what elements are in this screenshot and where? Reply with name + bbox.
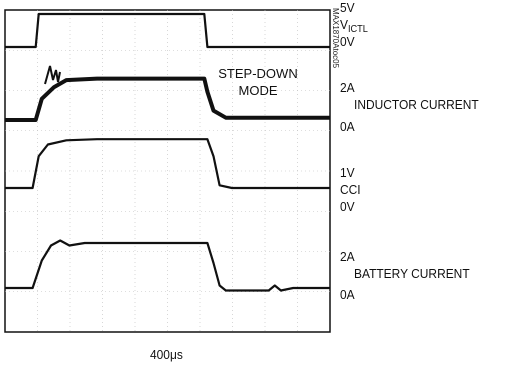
trace-2-ringing <box>44 65 61 85</box>
part-id: MAX1870Atoc05 <box>331 8 340 69</box>
trace3-scale-bottom: 0V <box>340 199 355 214</box>
grid <box>5 10 330 332</box>
trace-3-line <box>5 138 330 190</box>
trace1-scale-bottom: 0V <box>340 34 355 49</box>
trace1-scale-top: 5V <box>340 0 355 15</box>
trace4-scale-top: 2A <box>340 249 355 264</box>
trace-1-line <box>5 12 330 49</box>
trace-2-line <box>5 76 330 122</box>
trace-4-line <box>5 239 330 292</box>
traces <box>5 12 330 292</box>
trace3-name: CCI <box>340 182 361 197</box>
trace1-name-main: V <box>340 17 348 32</box>
trace4-scale-bottom: 0A <box>340 287 355 302</box>
step-down-mode-annotation: STEP-DOWN MODE <box>218 66 297 98</box>
trace2-name: INDUCTOR CURRENT <box>354 97 479 112</box>
annotation-line: MODE <box>239 83 278 98</box>
trace4-name: BATTERY CURRENT <box>354 266 470 281</box>
time-scale-label: 400μs <box>150 347 183 362</box>
trace2-scale-bottom: 0A <box>340 119 355 134</box>
annotation-line: STEP-DOWN <box>218 66 297 81</box>
trace1-name-sub: ICTL <box>347 24 368 35</box>
trace2-scale-top: 2A <box>340 80 355 95</box>
trace1-name: VICTL <box>340 17 368 37</box>
trace3-scale-top: 1V <box>340 165 355 180</box>
